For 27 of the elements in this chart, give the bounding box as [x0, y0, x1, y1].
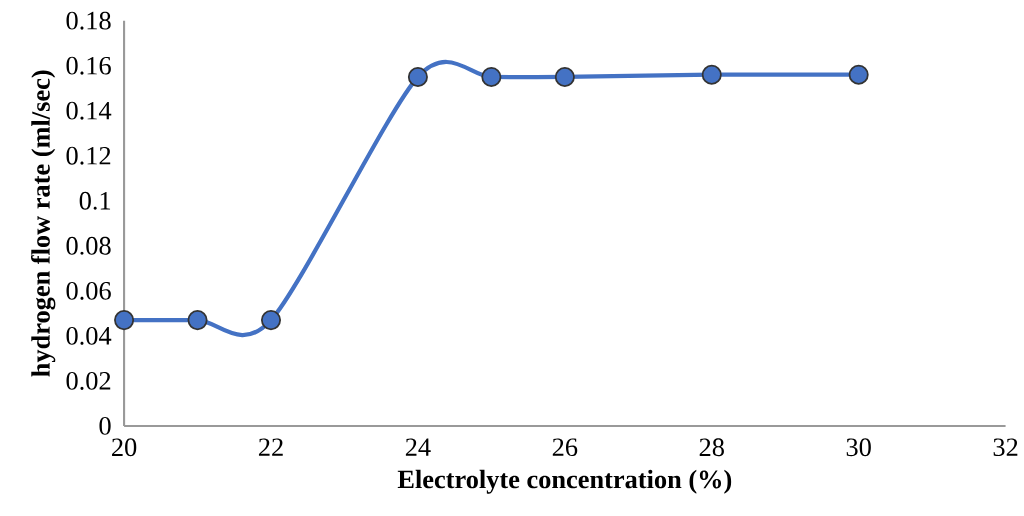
- x-tick-label: 24: [405, 438, 431, 456]
- y-tick-label: 0.04: [66, 326, 112, 345]
- x-tick-label: 28: [699, 438, 724, 457]
- y-tick-label: 0.08: [66, 236, 111, 255]
- y-axis-title: hydrogen flow rate (ml/sec): [31, 70, 56, 377]
- point: [114, 310, 135, 331]
- point: [187, 310, 208, 331]
- point: [701, 64, 722, 85]
- point: [260, 310, 282, 331]
- x-tick-label: 32: [993, 438, 1018, 457]
- y-tick-label: 0.18: [66, 11, 111, 30]
- point: [481, 66, 502, 87]
- point: [554, 66, 575, 87]
- point: [407, 66, 428, 87]
- y-tick-label: 0.02: [66, 371, 111, 390]
- x-tick-label: 26: [552, 438, 578, 457]
- x-tick-label: 20: [112, 438, 137, 457]
- y-tick-label: 0.14: [66, 101, 112, 120]
- x-tick-label: 22: [258, 438, 283, 456]
- y-tick-label: 0.12: [66, 146, 111, 165]
- y-tick-label: 0: [99, 417, 111, 435]
- x-axis-title: Electrolyte concentration (%): [397, 469, 732, 494]
- y-tick-label: 0.1: [79, 191, 111, 210]
- y-tick-label: 0.06: [66, 281, 111, 300]
- y-tick-label: 0.16: [66, 56, 111, 75]
- x-tick-label: 30: [846, 438, 871, 457]
- point: [848, 64, 869, 85]
